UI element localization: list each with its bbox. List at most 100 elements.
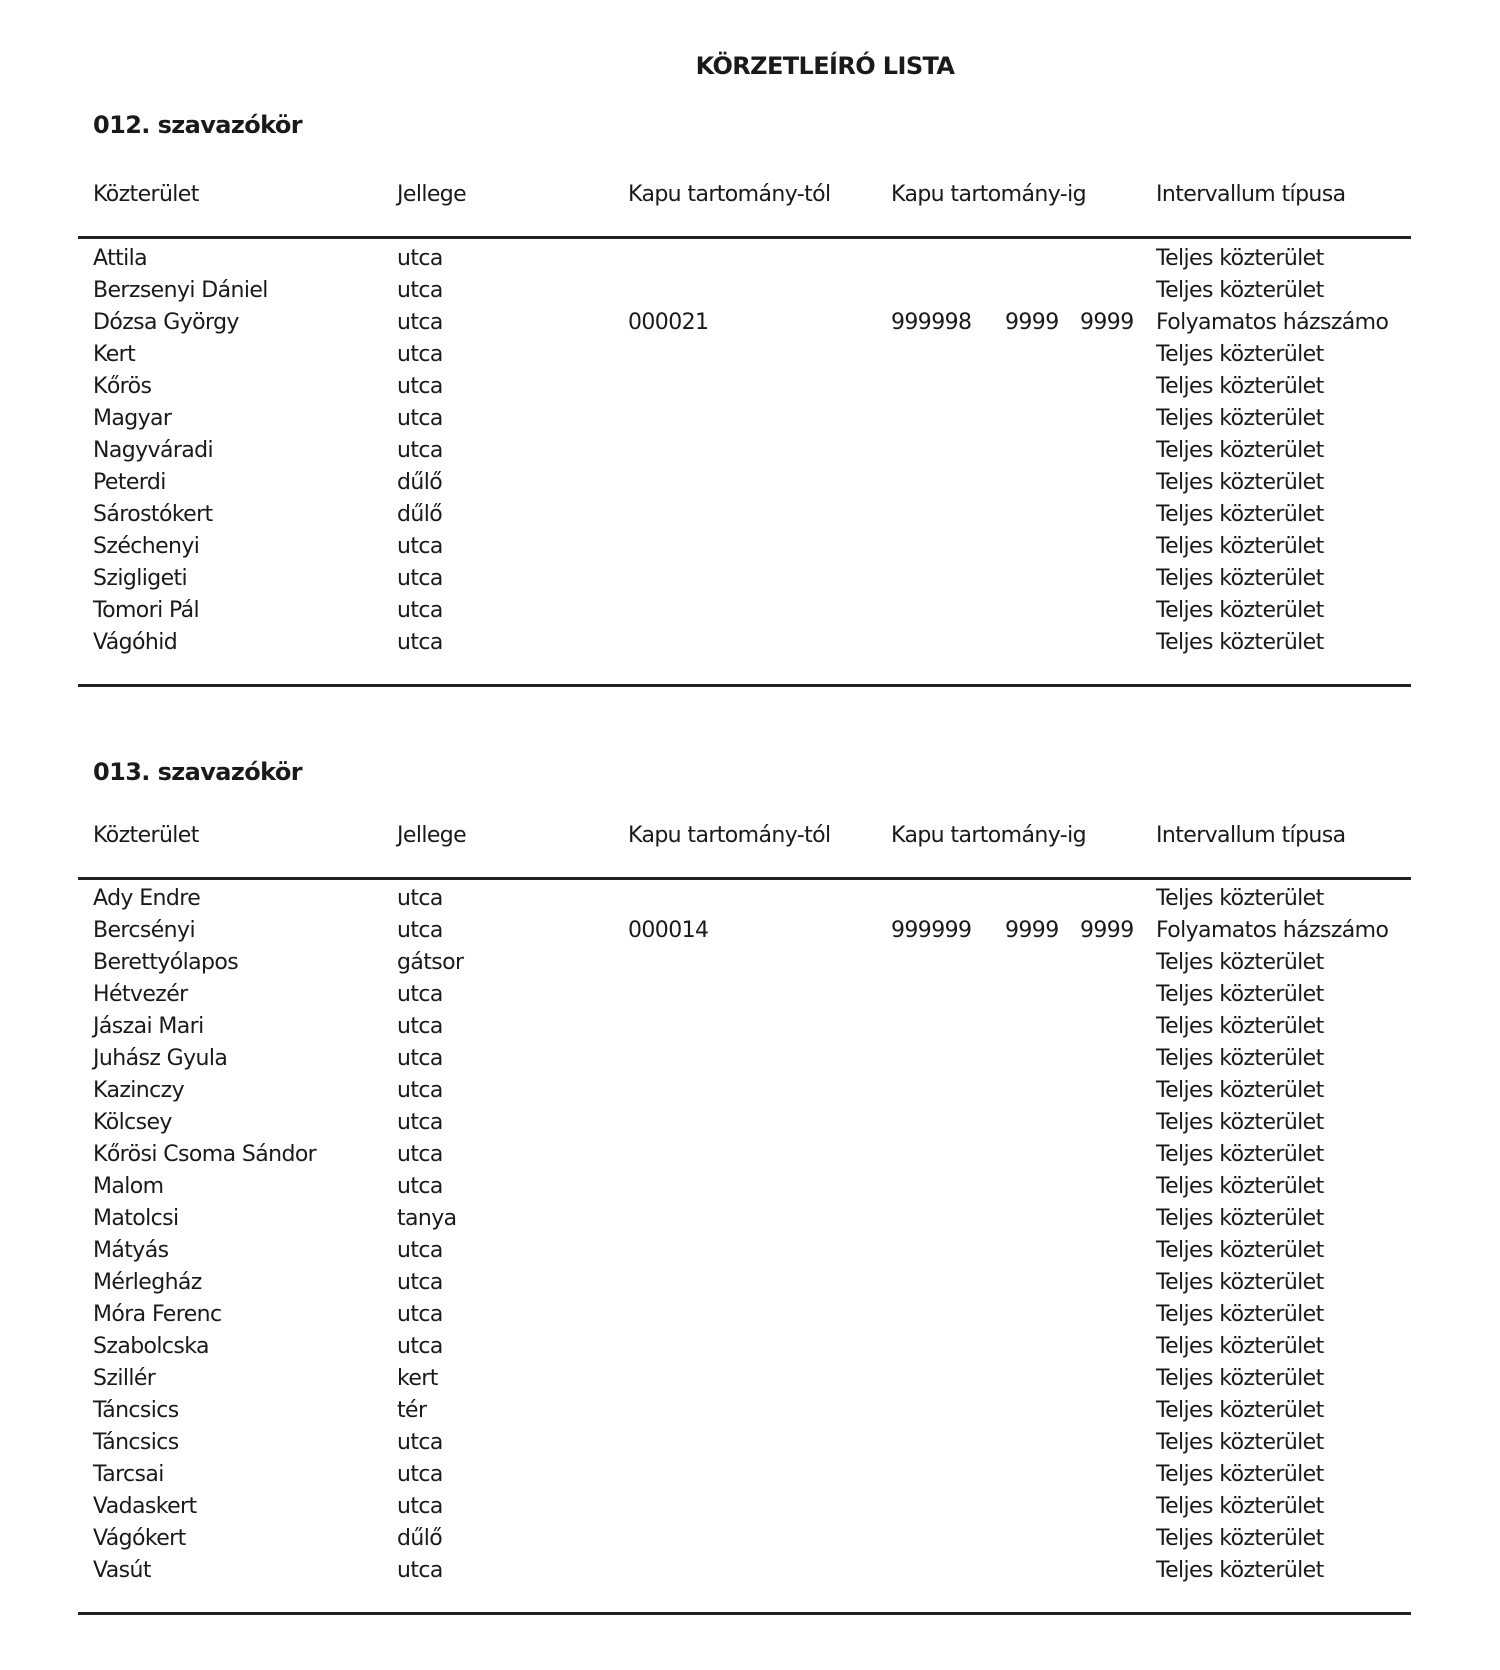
interval-type: Teljes közterület <box>1156 1366 1324 1391</box>
interval-type: Teljes közterület <box>1156 598 1324 623</box>
range-extra-1: 9999 <box>1005 310 1059 335</box>
street-type: utca <box>397 1014 443 1039</box>
street-type: utca <box>397 406 443 431</box>
column-header: Kapu tartomány-ig <box>891 182 1087 207</box>
street-type: utca <box>397 1302 443 1327</box>
street-name: Bercsényi <box>93 918 196 943</box>
interval-type: Teljes közterület <box>1156 1142 1324 1167</box>
street-type: utca <box>397 566 443 591</box>
street-name: Kőrösi Csoma Sándor <box>93 1142 317 1167</box>
street-name: Juhász Gyula <box>93 1046 228 1071</box>
column-header: Intervallum típusa <box>1156 823 1346 848</box>
interval-type: Teljes közterület <box>1156 374 1324 399</box>
interval-type: Teljes közterület <box>1156 1174 1324 1199</box>
table-header: Közterület Jellege Kapu tartomány-tól Kapu … <box>0 182 1500 214</box>
column-header: Kapu tartomány-tól <box>628 823 831 848</box>
street-name: Móra Ferenc <box>93 1302 222 1327</box>
table-row: Berzsenyi Dániel utca Teljes közterület <box>0 278 1500 310</box>
interval-type: Teljes közterület <box>1156 1398 1324 1423</box>
street-type: utca <box>397 1142 443 1167</box>
interval-type: Folyamatos házszámo <box>1156 918 1389 943</box>
street-name: Szillér <box>93 1366 156 1391</box>
document-title: KÖRZETLEÍRÓ LISTA <box>695 52 955 80</box>
street-name: Berettyólapos <box>93 950 239 975</box>
interval-type: Teljes közterület <box>1156 1334 1324 1359</box>
street-name: Tarcsai <box>93 1462 164 1487</box>
street-name: Ady Endre <box>93 886 201 911</box>
table-row: Bercsényi utca 000014 999999 9999 9999 Folyama… <box>0 918 1500 950</box>
table-row: Magyar utca Teljes közterület <box>0 406 1500 438</box>
street-type: utca <box>397 982 443 1007</box>
table-row: Szigligeti utca Teljes közterület <box>0 566 1500 598</box>
table-end-divider <box>78 1612 1411 1615</box>
gate-range-to: 999998 <box>891 310 972 335</box>
street-name: Sárostókert <box>93 502 213 527</box>
street-name: Széchenyi <box>93 534 200 559</box>
interval-type: Teljes közterület <box>1156 1302 1324 1327</box>
street-name: Szabolcska <box>93 1334 210 1359</box>
street-name: Tomori Pál <box>93 598 200 623</box>
street-name: Hétvezér <box>93 982 188 1007</box>
street-name: Attila <box>93 246 148 271</box>
table-row: Tomori Pál utca Teljes közterület <box>0 598 1500 630</box>
street-name: Mérlegház <box>93 1270 202 1295</box>
street-name: Kőrös <box>93 374 152 399</box>
street-type: utca <box>397 246 443 271</box>
street-name: Matolcsi <box>93 1206 179 1231</box>
street-name: Táncsics <box>93 1398 179 1423</box>
gate-range-to: 999999 <box>891 918 972 943</box>
street-name: Kert <box>93 342 136 367</box>
table-row: Tarcsai utca Teljes közterület <box>0 1462 1500 1494</box>
interval-type: Teljes közterület <box>1156 630 1324 655</box>
interval-type: Teljes közterület <box>1156 1462 1324 1487</box>
interval-type: Teljes közterület <box>1156 982 1324 1007</box>
street-name: Peterdi <box>93 470 166 495</box>
range-extra-2: 9999 <box>1080 310 1134 335</box>
street-type: utca <box>397 1110 443 1135</box>
interval-type: Teljes közterület <box>1156 406 1324 431</box>
table-row: Mátyás utca Teljes közterület <box>0 1238 1500 1270</box>
street-name: Kazinczy <box>93 1078 185 1103</box>
street-type: utca <box>397 1494 443 1519</box>
street-type: utca <box>397 1334 443 1359</box>
street-name: Jászai Mari <box>93 1014 204 1039</box>
table-row: Nagyváradi utca Teljes közterület <box>0 438 1500 470</box>
interval-type: Teljes közterület <box>1156 470 1324 495</box>
street-name: Szigligeti <box>93 566 188 591</box>
column-header: Jellege <box>397 823 467 848</box>
table-row: Vágókert dűlő Teljes közterület <box>0 1526 1500 1558</box>
street-name: Kölcsey <box>93 1110 172 1135</box>
table-row: Szillér kert Teljes közterület <box>0 1366 1500 1398</box>
interval-type: Teljes közterület <box>1156 342 1324 367</box>
street-name: Nagyváradi <box>93 438 214 463</box>
table-row: Hétvezér utca Teljes közterület <box>0 982 1500 1014</box>
range-extra-1: 9999 <box>1005 918 1059 943</box>
interval-type: Teljes közterület <box>1156 534 1324 559</box>
interval-type: Teljes közterület <box>1156 246 1324 271</box>
street-name: Malom <box>93 1174 164 1199</box>
street-type: utca <box>397 1046 443 1071</box>
table-row: Peterdi dűlő Teljes közterület <box>0 470 1500 502</box>
street-type: utca <box>397 886 443 911</box>
section-title: 013. szavazókör <box>93 758 303 786</box>
table-row: Vasút utca Teljes közterület <box>0 1558 1500 1590</box>
table-row: Ady Endre utca Teljes közterület <box>0 886 1500 918</box>
table-row: Móra Ferenc utca Teljes közterület <box>0 1302 1500 1334</box>
table-row: Berettyólapos gátsor Teljes közterület <box>0 950 1500 982</box>
street-name: Magyar <box>93 406 172 431</box>
gate-range-from: 000021 <box>628 310 709 335</box>
table-row: Széchenyi utca Teljes közterület <box>0 534 1500 566</box>
street-type: utca <box>397 1270 443 1295</box>
street-name: Berzsenyi Dániel <box>93 278 268 303</box>
interval-type: Teljes közterület <box>1156 1238 1324 1263</box>
street-name: Vágóhid <box>93 630 178 655</box>
table-row: Vadaskert utca Teljes közterület <box>0 1494 1500 1526</box>
street-type: dűlő <box>397 1526 443 1551</box>
table-row: Malom utca Teljes közterület <box>0 1174 1500 1206</box>
street-type: utca <box>397 374 443 399</box>
column-header: Jellege <box>397 182 467 207</box>
table-header: Közterület Jellege Kapu tartomány-tól Kapu … <box>0 823 1500 855</box>
street-type: utca <box>397 1238 443 1263</box>
street-type: dűlő <box>397 502 443 527</box>
range-extra-2: 9999 <box>1080 918 1134 943</box>
